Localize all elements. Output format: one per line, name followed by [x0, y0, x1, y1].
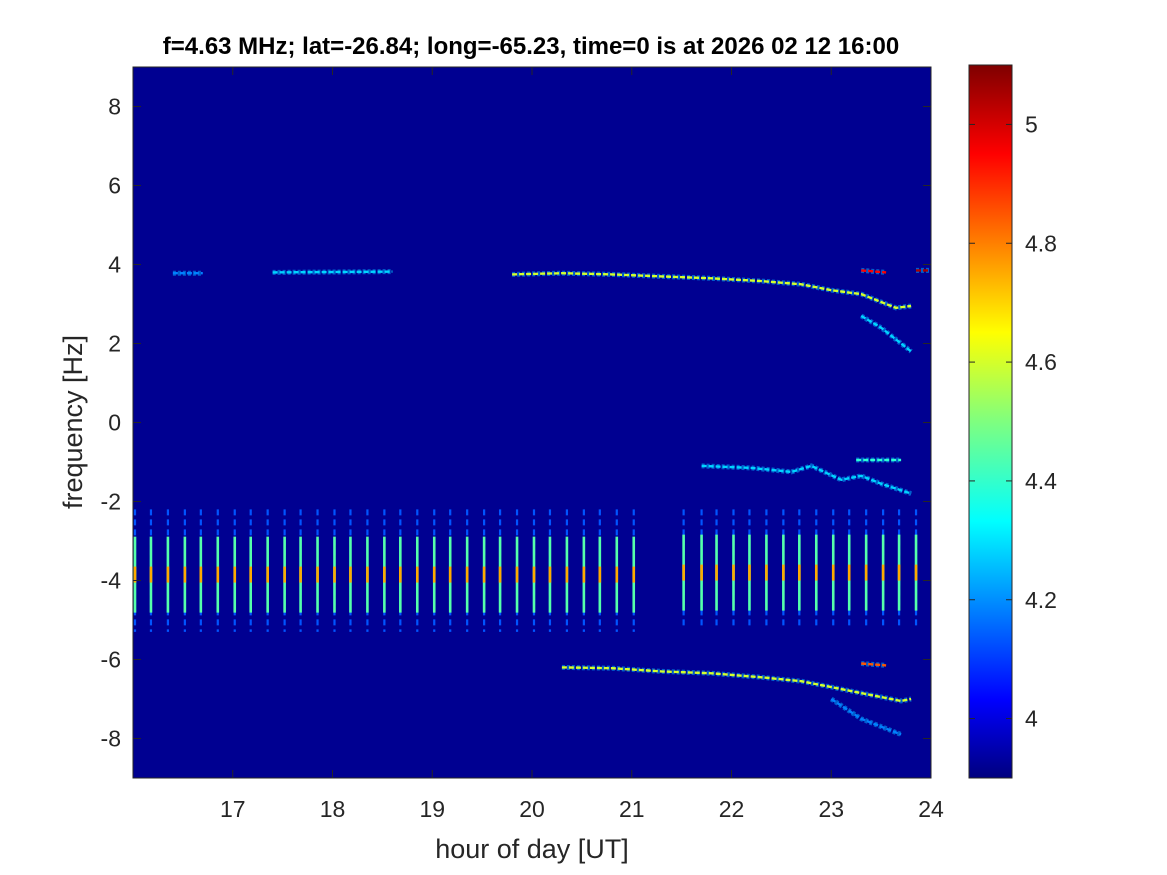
y-tick-label: -4	[101, 568, 122, 594]
plot-background	[133, 67, 931, 778]
y-tick-label: -2	[101, 489, 121, 515]
y-tick-label: -8	[101, 726, 121, 752]
trace-9	[861, 662, 887, 667]
colorbar-tick-label: 4	[1025, 706, 1038, 732]
colorbar-gradient	[969, 65, 1012, 778]
y-tick-label: 2	[108, 331, 121, 357]
colorbar-tick-label: 4.2	[1025, 587, 1057, 613]
trace-halo-9	[861, 661, 887, 668]
y-tick-label: -6	[101, 647, 121, 673]
trace-10	[830, 697, 902, 736]
colorbar-tick-label: 4.4	[1025, 468, 1057, 494]
x-axis-label: hour of day [UT]	[435, 834, 629, 864]
trace-5	[860, 314, 912, 353]
trace-halo-3	[860, 267, 887, 275]
x-tick-label: 21	[619, 796, 645, 822]
x-axis: 17 18 19 20 21 22 23 24	[220, 67, 944, 822]
doppler-traces	[172, 267, 930, 737]
plot-area	[132, 66, 932, 779]
trace-3	[861, 269, 887, 274]
trace-2	[512, 271, 912, 310]
x-tick-label: 23	[818, 796, 844, 822]
y-tick-label: 8	[108, 94, 121, 120]
trace-8	[561, 666, 912, 703]
y-tick-label: 6	[108, 173, 121, 199]
x-tick-label: 24	[918, 796, 944, 822]
colorbar-tick-label: 4.8	[1025, 230, 1057, 256]
colorbar-ticks: 5 4.8 4.6 4.4 4.2 4	[969, 111, 1057, 732]
y-axis-label: frequency [Hz]	[58, 335, 88, 509]
y-tick-label: 0	[108, 410, 121, 436]
colorbar: 5 4.8 4.6 4.4 4.2 4	[968, 64, 1057, 779]
trace-6	[701, 464, 912, 495]
stripe-pattern	[133, 509, 918, 632]
x-tick-label: 17	[220, 796, 246, 822]
x-tick-label: 19	[419, 796, 445, 822]
x-tick-label: 22	[719, 796, 745, 822]
x-tick-label: 18	[320, 796, 346, 822]
y-tick-label: 4	[108, 252, 121, 278]
y-axis: 8 6 4 2 0 -2 -4 -6 -8	[101, 94, 931, 752]
chart-title: f=4.63 MHz; lat=-26.84; long=-65.23, tim…	[163, 33, 899, 60]
x-tick-label: 20	[519, 796, 545, 822]
colorbar-tick-label: 4.6	[1025, 349, 1057, 375]
colorbar-tick-label: 5	[1025, 111, 1038, 137]
trace-1	[272, 270, 393, 274]
